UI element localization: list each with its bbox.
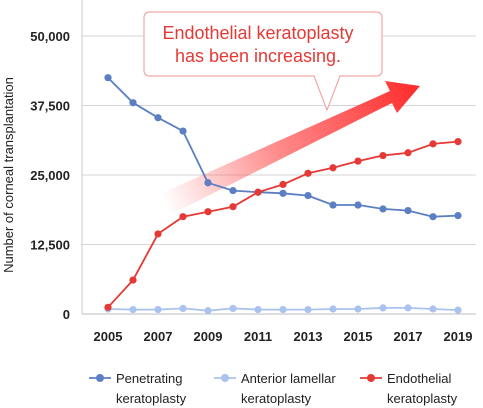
legend-label: Anterior lamellar — [241, 371, 336, 386]
data-point — [354, 305, 362, 313]
data-point — [429, 140, 437, 148]
data-point — [304, 305, 312, 314]
data-point — [229, 203, 237, 211]
x-tick-label: 2015 — [344, 329, 373, 344]
data-point — [154, 305, 162, 314]
data-point — [179, 127, 187, 135]
data-point — [404, 149, 412, 157]
y-tick-label: 25,000 — [30, 168, 70, 183]
data-point — [179, 304, 187, 313]
data-point — [129, 276, 137, 284]
data-point — [379, 304, 387, 312]
legend-label: keratoplasty — [241, 391, 312, 406]
y-tick-label: 0 — [63, 307, 70, 322]
x-tick-label: 2011 — [244, 329, 272, 344]
data-point — [304, 191, 312, 200]
data-point — [404, 304, 412, 312]
x-tick-label: 2013 — [294, 329, 323, 344]
data-point — [329, 305, 337, 313]
legend-label: keratoplasty — [387, 391, 458, 406]
legend-label: Endothelial — [387, 371, 451, 386]
data-point — [204, 208, 212, 216]
data-point — [329, 164, 337, 172]
callout-box — [143, 11, 383, 112]
x-tick-label: 2017 — [394, 329, 423, 344]
x-tick-label: 2019 — [444, 329, 473, 344]
legend-marker — [367, 374, 375, 382]
data-point — [129, 305, 137, 314]
data-point — [454, 306, 462, 314]
data-point — [204, 179, 212, 187]
data-point — [279, 189, 287, 197]
legend-marker — [221, 374, 229, 382]
data-point — [229, 186, 237, 195]
x-tick-label: 2005 — [94, 329, 123, 344]
callout: Endothelial keratoplasty has been increa… — [143, 11, 383, 112]
data-point — [379, 205, 387, 213]
x-tick-label: 2009 — [194, 329, 223, 344]
data-point — [279, 180, 287, 189]
series-line — [107, 140, 459, 308]
data-point — [129, 99, 137, 107]
axes: 0 12,500 25,000 37,500 50,000 2005 2007 2009 201… — [30, 0, 476, 344]
data-point — [104, 303, 112, 311]
series-group — [104, 74, 462, 315]
legend-label: Penetrating — [116, 371, 183, 386]
data-point — [229, 304, 237, 313]
legend-marker — [96, 374, 104, 382]
data-point — [154, 114, 162, 122]
y-tick-label: 12,500 — [30, 238, 70, 253]
y-tick-label: 50,000 — [30, 29, 70, 44]
legend: Penetrating keratoplasty Anterior lamellar… — [89, 371, 458, 406]
data-point — [429, 305, 437, 313]
data-point — [354, 157, 362, 165]
legend-label: keratoplasty — [116, 391, 187, 406]
data-point — [104, 74, 112, 82]
y-tick-label: 37,500 — [30, 99, 70, 114]
data-point — [429, 213, 437, 221]
data-point — [404, 206, 412, 215]
data-point — [254, 305, 262, 314]
data-point — [454, 211, 462, 220]
data-point — [204, 307, 212, 315]
data-point — [154, 230, 162, 238]
trend-arrow — [160, 81, 420, 214]
data-point — [304, 169, 312, 177]
x-tick-label: 2007 — [144, 329, 173, 344]
data-point — [379, 151, 387, 160]
data-point — [354, 201, 362, 209]
data-point — [329, 201, 337, 209]
data-point — [179, 213, 187, 221]
trend-arrow-shape — [160, 81, 420, 214]
data-point — [454, 138, 462, 146]
data-point — [254, 188, 262, 196]
y-axis-title: Number of corneal transplantation — [1, 77, 16, 273]
data-point — [279, 305, 287, 314]
callout-line-1: Endothelial keratoplasty — [162, 23, 353, 43]
callout-line-2: has been increasing. — [175, 46, 341, 66]
